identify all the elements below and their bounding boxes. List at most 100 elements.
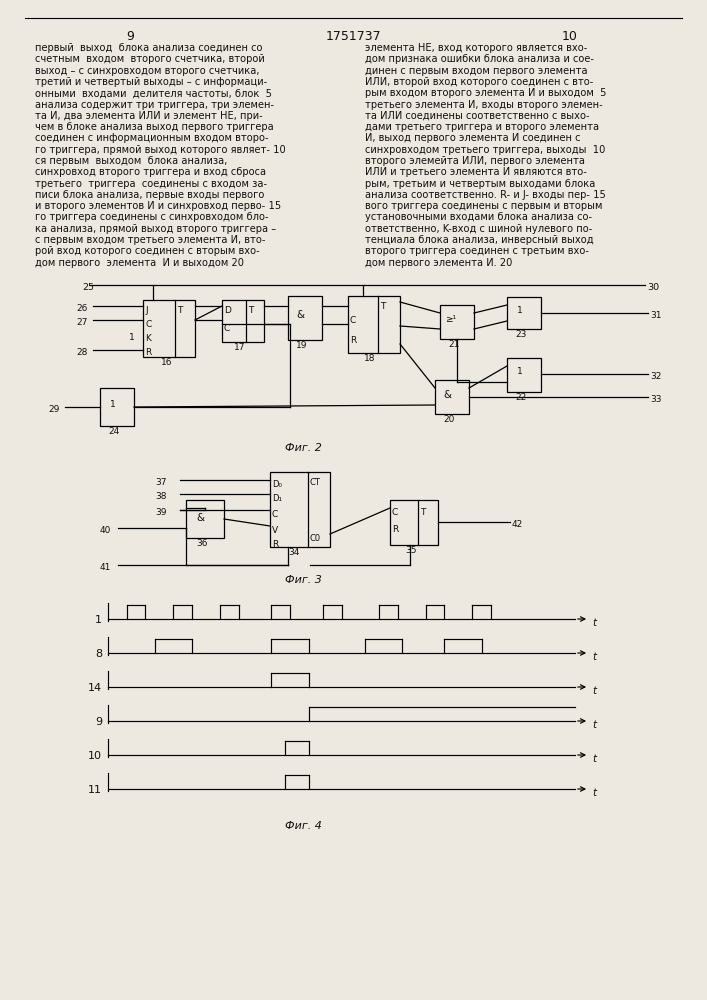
Text: 25: 25 — [82, 283, 94, 292]
Text: Фиг. 2: Фиг. 2 — [285, 443, 322, 453]
Text: синхровходом третьего триггера, выходы  10: синхровходом третьего триггера, выходы 1… — [365, 145, 605, 155]
Text: элемента НЕ, вход которого является вхо-: элемента НЕ, вход которого является вхо- — [365, 43, 588, 53]
Text: T: T — [420, 508, 426, 517]
Text: с первым входом третьего элемента И, вто-: с первым входом третьего элемента И, вто… — [35, 235, 266, 245]
Text: счетным  входом  второго счетчика, второй: счетным входом второго счетчика, второй — [35, 54, 264, 64]
Text: дом первого элемента И. 20: дом первого элемента И. 20 — [365, 258, 513, 268]
Text: ка анализа, прямой выход второго триггера –: ка анализа, прямой выход второго триггер… — [35, 224, 276, 234]
Text: 40: 40 — [100, 526, 112, 535]
Text: 20: 20 — [443, 415, 455, 424]
Text: D₀: D₀ — [272, 480, 282, 489]
Text: рой вход которого соединен с вторым вхо-: рой вход которого соединен с вторым вхо- — [35, 246, 259, 256]
Text: тенциала блока анализа, инверсный выход: тенциала блока анализа, инверсный выход — [365, 235, 594, 245]
Text: вого триггера соединены с первым и вторым: вого триггера соединены с первым и вторы… — [365, 201, 602, 211]
Text: R: R — [145, 348, 151, 357]
Text: го триггера соединены с синхровходом бло-: го триггера соединены с синхровходом бло… — [35, 213, 269, 223]
Text: второго триггера соединен с третьим вхо-: второго триггера соединен с третьим вхо- — [365, 246, 589, 256]
Text: &: & — [296, 310, 304, 320]
Text: 17: 17 — [234, 343, 245, 352]
Text: ответственно, K-вход с шиной нулевого по-: ответственно, K-вход с шиной нулевого по… — [365, 224, 592, 234]
Text: D: D — [224, 306, 231, 315]
Text: рым, третьим и четвертым выходами блока: рым, третьим и четвертым выходами блока — [365, 179, 595, 189]
Text: 11: 11 — [88, 785, 102, 795]
Text: 33: 33 — [650, 395, 662, 404]
Text: 10: 10 — [88, 751, 102, 761]
Text: 32: 32 — [650, 372, 661, 381]
Text: T: T — [177, 306, 182, 315]
Text: C: C — [224, 324, 230, 333]
Text: &: & — [443, 390, 451, 400]
Text: 16: 16 — [161, 358, 173, 367]
Bar — [143, 300, 195, 357]
Text: J: J — [145, 306, 148, 315]
Text: 1: 1 — [110, 400, 116, 409]
Text: 29: 29 — [48, 405, 59, 414]
Text: V: V — [272, 526, 278, 535]
Bar — [348, 296, 400, 353]
Text: И, выход первого элемента И соединен с: И, выход первого элемента И соединен с — [365, 133, 580, 143]
Text: 30: 30 — [647, 283, 659, 292]
Text: 21: 21 — [448, 340, 460, 349]
Text: динен с первым входом первого элемента: динен с первым входом первого элемента — [365, 66, 588, 76]
Text: C: C — [272, 510, 279, 519]
Bar — [100, 388, 134, 426]
Text: второго элемейта ИЛИ, первого элемента: второго элемейта ИЛИ, первого элемента — [365, 156, 585, 166]
Text: 35: 35 — [405, 546, 416, 555]
Text: анализа соответственно. R- и J- входы пер- 15: анализа соответственно. R- и J- входы пе… — [365, 190, 606, 200]
Text: го триггера, прямой выход которого являет- 10: го триггера, прямой выход которого являе… — [35, 145, 286, 155]
Text: 1: 1 — [129, 333, 135, 342]
Text: дом первого  элемента  И и выходом 20: дом первого элемента И и выходом 20 — [35, 258, 244, 268]
Text: 1751737: 1751737 — [325, 30, 381, 43]
Text: 18: 18 — [364, 354, 375, 363]
Text: 28: 28 — [76, 348, 88, 357]
Bar — [435, 380, 469, 414]
Bar — [288, 296, 322, 340]
Text: t: t — [592, 618, 596, 628]
Text: онными  входами  делителя частоты, блок  5: онными входами делителя частоты, блок 5 — [35, 88, 272, 98]
Text: 14: 14 — [88, 683, 102, 693]
Text: 9: 9 — [126, 30, 134, 43]
Text: 1: 1 — [517, 306, 522, 315]
Text: третьего  триггера  соединены с входом за-: третьего триггера соединены с входом за- — [35, 179, 267, 189]
Text: первый  выход  блока анализа соединен со: первый выход блока анализа соединен со — [35, 43, 262, 53]
Text: 42: 42 — [512, 520, 523, 529]
Text: t: t — [592, 788, 596, 798]
Text: 36: 36 — [196, 539, 207, 548]
Text: 9: 9 — [95, 717, 102, 727]
Text: синхровход второго триггера и вход сброса: синхровход второго триггера и вход сброс… — [35, 167, 266, 177]
Text: 8: 8 — [95, 649, 102, 659]
Text: t: t — [592, 652, 596, 662]
Text: выход – с синхровходом второго счетчика,: выход – с синхровходом второго счетчика, — [35, 66, 259, 76]
Text: та И, два элемента ИЛИ и элемент НЕ, при-: та И, два элемента ИЛИ и элемент НЕ, при… — [35, 111, 263, 121]
Text: писи блока анализа, первые входы первого: писи блока анализа, первые входы первого — [35, 190, 264, 200]
Bar — [440, 305, 474, 339]
Text: R: R — [350, 336, 356, 345]
Text: C: C — [145, 320, 151, 329]
Text: 19: 19 — [296, 341, 308, 350]
Text: Фиг. 3: Фиг. 3 — [285, 575, 322, 585]
Bar — [507, 297, 541, 329]
Text: третий и четвертый выходы – с информаци-: третий и четвертый выходы – с информаци- — [35, 77, 267, 87]
Bar — [507, 358, 541, 392]
Text: C: C — [392, 508, 398, 517]
Text: C: C — [350, 316, 356, 325]
Text: 26: 26 — [76, 304, 88, 313]
Text: чем в блоке анализа выход первого триггера: чем в блоке анализа выход первого тригге… — [35, 122, 274, 132]
Text: установочными входами блока анализа со-: установочными входами блока анализа со- — [365, 213, 592, 223]
Text: 31: 31 — [650, 311, 662, 320]
Text: 22: 22 — [515, 393, 526, 402]
Text: 39: 39 — [155, 508, 167, 517]
Text: R: R — [392, 525, 398, 534]
Text: T: T — [248, 306, 253, 315]
Text: C0: C0 — [310, 534, 321, 543]
Text: ся первым  выходом  блока анализа,: ся первым выходом блока анализа, — [35, 156, 228, 166]
Text: K: K — [145, 334, 151, 343]
Bar — [186, 500, 224, 538]
Text: t: t — [592, 686, 596, 696]
Bar — [270, 472, 330, 547]
Text: 41: 41 — [100, 563, 112, 572]
Text: ≥¹: ≥¹ — [445, 315, 456, 324]
Text: рым входом второго элемента И и выходом  5: рым входом второго элемента И и выходом … — [365, 88, 607, 98]
Text: ИЛИ и третьего элемента И являются вто-: ИЛИ и третьего элемента И являются вто- — [365, 167, 587, 177]
Text: t: t — [592, 754, 596, 764]
